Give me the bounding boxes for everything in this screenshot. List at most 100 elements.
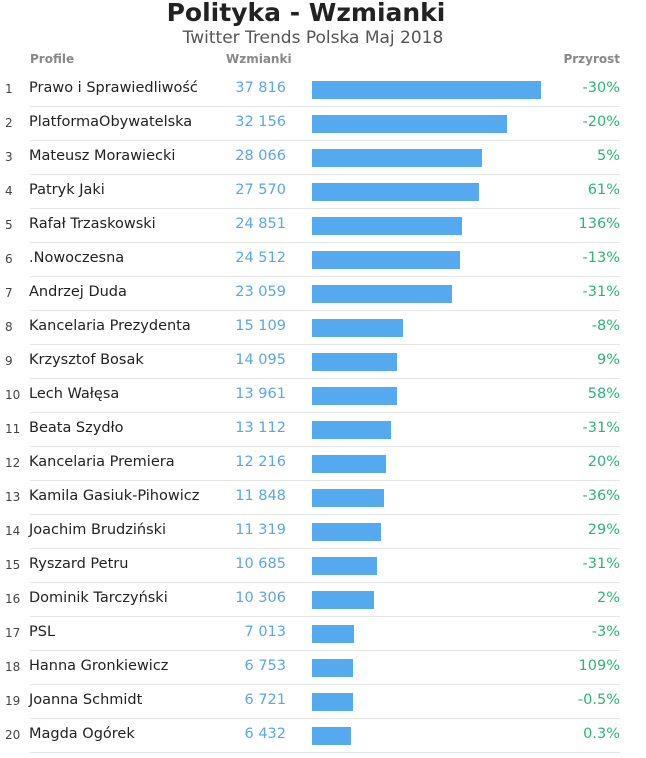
mentions-bar — [312, 251, 460, 269]
table-row: 10 Lech Wałęsa 13 961 58% — [0, 379, 646, 413]
mentions-bar — [312, 319, 403, 337]
row-divider — [30, 548, 620, 549]
row-divider — [30, 616, 620, 617]
row-divider — [30, 684, 620, 685]
row-divider — [30, 480, 620, 481]
column-header-profile: Profile — [30, 52, 75, 66]
growth-value: -30% — [582, 80, 620, 96]
profile-name: Beata Szydło — [29, 420, 124, 436]
profile-name: Mateusz Morawiecki — [29, 148, 176, 164]
mentions-bar — [312, 387, 397, 405]
column-header-mentions: Wzmianki — [226, 52, 292, 66]
profile-name: Patryk Jaki — [29, 182, 105, 198]
row-rank: 13 — [5, 490, 21, 504]
profile-name: Dominik Tarczyński — [29, 590, 168, 606]
growth-value: -0.5% — [577, 692, 620, 708]
mentions-bar — [312, 625, 354, 643]
mentions-bar — [312, 353, 397, 371]
growth-value: -20% — [582, 114, 620, 130]
row-rank: 10 — [5, 388, 21, 402]
mentions-bar — [312, 115, 507, 133]
mentions-value: 12 216 — [235, 454, 286, 470]
row-rank: 3 — [5, 150, 13, 164]
growth-value: -3% — [591, 624, 620, 640]
row-divider — [30, 106, 620, 107]
mentions-value: 24 512 — [235, 250, 286, 266]
row-divider — [30, 174, 620, 175]
profile-name: Hanna Gronkiewicz — [29, 658, 169, 674]
mentions-bar — [312, 285, 452, 303]
row-divider — [30, 242, 620, 243]
row-rank: 17 — [5, 626, 21, 640]
row-rank: 2 — [5, 116, 13, 130]
mentions-value: 14 095 — [235, 352, 286, 368]
table-row: 1 Prawo i Sprawiedliwość 37 816 -30% — [0, 73, 646, 107]
growth-value: -8% — [591, 318, 620, 334]
mentions-value: 27 570 — [235, 182, 286, 198]
growth-value: -31% — [582, 556, 620, 572]
chart-subtitle: Twitter Trends Polska Maj 2018 — [182, 28, 444, 48]
table-row: 17 PSL 7 013 -3% — [0, 617, 646, 651]
mentions-bar — [312, 489, 384, 507]
row-divider — [30, 718, 620, 719]
row-rank: 4 — [5, 184, 13, 198]
mentions-value: 28 066 — [235, 148, 286, 164]
mentions-value: 15 109 — [235, 318, 286, 334]
profile-name: Kancelaria Premiera — [29, 454, 175, 470]
growth-value: 2% — [596, 590, 620, 606]
table-row: 15 Ryszard Petru 10 685 -31% — [0, 549, 646, 583]
table-row: 4 Patryk Jaki 27 570 61% — [0, 175, 646, 209]
row-rank: 15 — [5, 558, 21, 572]
row-rank: 14 — [5, 524, 21, 538]
table-row: 13 Kamila Gasiuk-Pihowicz 11 848 -36% — [0, 481, 646, 515]
row-divider — [30, 650, 620, 651]
row-rank: 6 — [5, 252, 13, 266]
mentions-bar — [312, 693, 353, 711]
profile-name: Andrzej Duda — [29, 284, 127, 300]
row-divider — [30, 140, 620, 141]
row-divider — [30, 412, 620, 413]
row-divider — [30, 446, 620, 447]
table-row: 14 Joachim Brudziński 11 319 29% — [0, 515, 646, 549]
growth-value: 109% — [578, 658, 620, 674]
row-divider — [30, 514, 620, 515]
table-row: 6 .Nowoczesna 24 512 -13% — [0, 243, 646, 277]
profile-name: Magda Ogórek — [29, 726, 135, 742]
growth-value: -31% — [582, 420, 620, 436]
row-divider — [30, 344, 620, 345]
growth-value: 136% — [578, 216, 620, 232]
row-rank: 8 — [5, 320, 13, 334]
profile-name: Joachim Brudziński — [29, 522, 167, 538]
growth-value: 0.3% — [583, 726, 620, 742]
chart-title: Polityka - Wzmianki — [166, 0, 446, 27]
row-rank: 16 — [5, 592, 21, 606]
mentions-value: 10 306 — [235, 590, 286, 606]
row-divider — [30, 276, 620, 277]
mentions-value: 7 013 — [244, 624, 286, 640]
mentions-value: 13 961 — [235, 386, 286, 402]
mentions-value: 23 059 — [235, 284, 286, 300]
profile-name: .Nowoczesna — [29, 250, 125, 266]
growth-value: 61% — [587, 182, 620, 198]
mentions-bar — [312, 421, 391, 439]
mentions-value: 37 816 — [235, 80, 286, 96]
mentions-bar — [312, 557, 377, 575]
profile-name: Ryszard Petru — [29, 556, 129, 572]
mentions-bar — [312, 659, 353, 677]
growth-value: 9% — [596, 352, 620, 368]
growth-value: -31% — [582, 284, 620, 300]
table-row: 5 Rafał Trzaskowski 24 851 136% — [0, 209, 646, 243]
row-divider — [30, 752, 620, 753]
growth-value: 58% — [587, 386, 620, 402]
table-row: 2 PlatformaObywatelska 32 156 -20% — [0, 107, 646, 141]
row-rank: 18 — [5, 660, 21, 674]
profile-name: Kamila Gasiuk-Pihowicz — [29, 488, 200, 504]
row-rank: 19 — [5, 694, 21, 708]
profile-name: PSL — [29, 624, 56, 640]
table-row: 12 Kancelaria Premiera 12 216 20% — [0, 447, 646, 481]
growth-value: 29% — [587, 522, 620, 538]
table-row: 19 Joanna Schmidt 6 721 -0.5% — [0, 685, 646, 719]
profile-name: Rafał Trzaskowski — [29, 216, 156, 232]
table-row: 9 Krzysztof Bosak 14 095 9% — [0, 345, 646, 379]
growth-value: 5% — [596, 148, 620, 164]
